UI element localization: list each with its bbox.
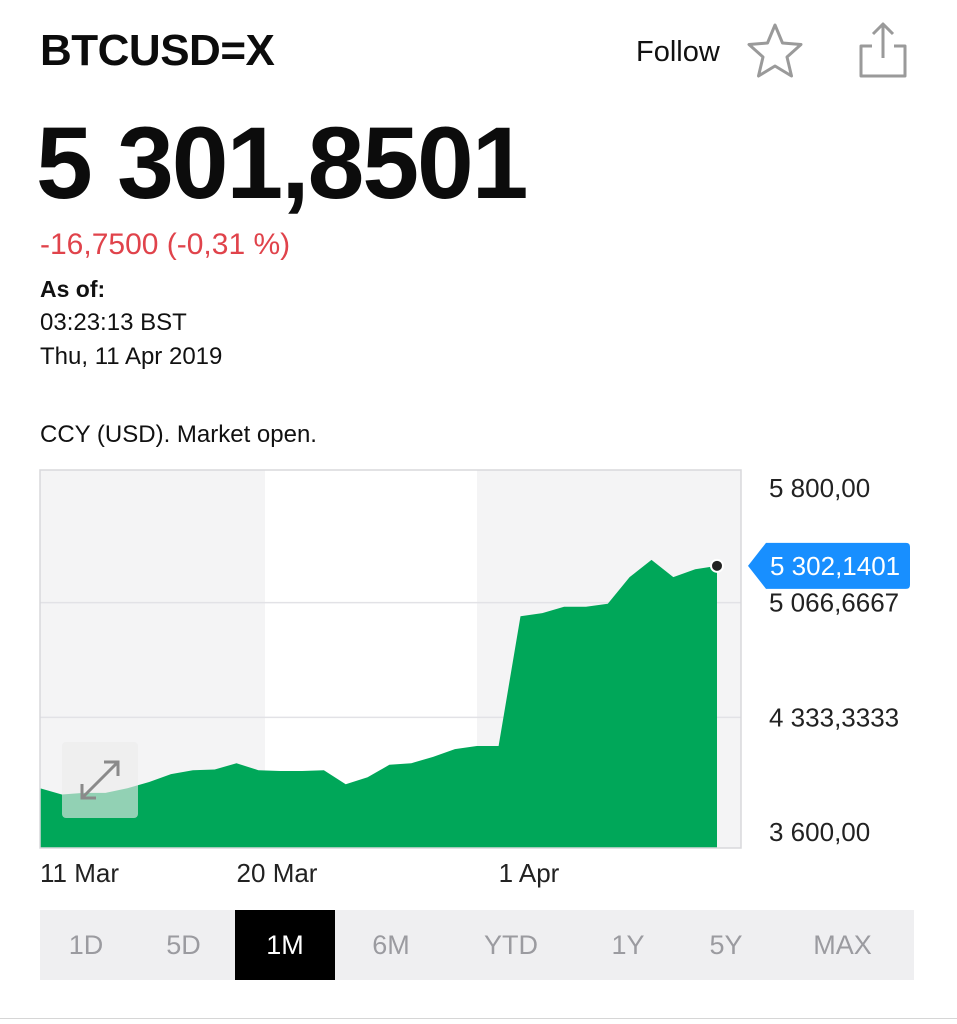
x-tick-label: 11 Mar [40, 858, 119, 888]
current-value-dot [710, 558, 724, 573]
current-value-marker: 5 302,1401 [710, 542, 910, 589]
range-tab-1y[interactable]: 1Y [611, 929, 645, 960]
x-tick-label: 20 Mar [237, 858, 318, 888]
range-tab-6m[interactable]: 6M [372, 929, 410, 960]
y-axis: 5 800,00 5 066,6667 4 333,3333 3 600,00 [769, 473, 899, 847]
current-price: 5 301,8501 [36, 106, 528, 220]
as-of-date: Thu, 11 Apr 2019 [40, 343, 223, 370]
star-icon[interactable] [744, 22, 806, 80]
as-of-label: As of: [40, 276, 106, 302]
x-tick-label: 1 Apr [499, 858, 560, 888]
as-of-time: 03:23:13 BST [40, 309, 187, 336]
range-tab-1m[interactable]: 1M [235, 910, 335, 980]
y-tick-label: 5 066,6667 [769, 588, 899, 618]
symbol-title: BTCUSD=X [40, 26, 275, 75]
y-tick-label: 3 600,00 [769, 817, 870, 847]
market-status: CCY (USD). Market open. [40, 421, 317, 448]
range-tab-5y[interactable]: 5Y [709, 929, 743, 960]
current-value-label: 5 302,1401 [770, 551, 900, 581]
chart-frame [39, 469, 742, 849]
price-chart[interactable]: 5 800,00 5 066,6667 4 333,3333 3 600,00 11 … [0, 460, 957, 900]
time-range-selector: 1D 5D 1M 6M YTD 1Y 5Y MAX [40, 910, 914, 980]
range-tab-1d[interactable]: 1D [68, 929, 104, 960]
follow-button[interactable]: Follow [636, 36, 720, 68]
range-tab-ytd[interactable]: YTD [484, 929, 538, 960]
expand-icon[interactable] [62, 742, 138, 818]
current-value-tag [748, 542, 910, 589]
y-tick-label: 4 333,3333 [769, 702, 899, 732]
share-icon[interactable] [852, 18, 914, 82]
price-area [40, 559, 717, 848]
range-tab-max[interactable]: MAX [813, 929, 872, 960]
price-change: -16,7500 (-0,31 %) [40, 228, 291, 261]
bottom-divider [0, 1018, 957, 1019]
y-tick-label: 5 800,00 [769, 473, 870, 503]
range-tab-5d[interactable]: 5D [166, 929, 201, 960]
x-axis: 11 Mar 20 Mar 1 Apr [40, 858, 560, 888]
chart-svg: 5 800,00 5 066,6667 4 333,3333 3 600,00 11 … [39, 469, 910, 888]
